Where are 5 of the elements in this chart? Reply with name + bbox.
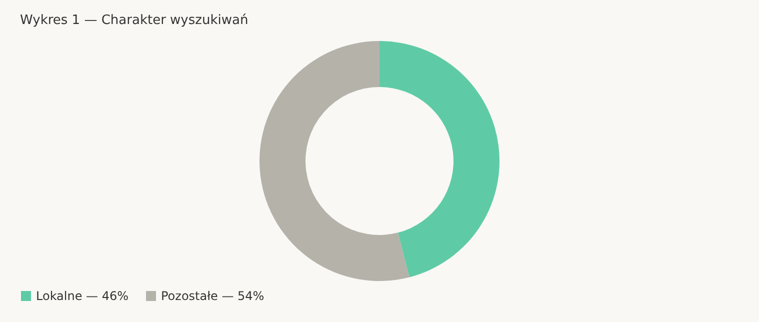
legend-label: Pozostałe — 54% [161,289,264,303]
legend-label: Lokalne — 46% [36,289,129,303]
donut-slice [260,41,410,281]
donut-slice [380,41,500,278]
chart-title: Wykres 1 — Charakter wyszukiwań [20,13,248,28]
